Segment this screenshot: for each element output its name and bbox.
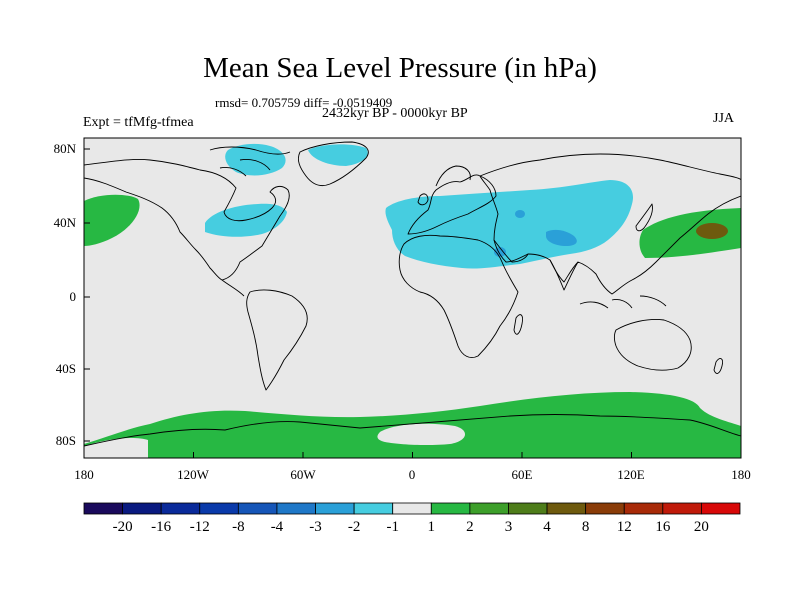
outline-south-america xyxy=(246,289,308,391)
outline-scandinavia xyxy=(435,165,471,187)
colorbar-label: -12 xyxy=(189,519,210,535)
outline-india xyxy=(549,259,579,291)
experiment-label: Expt = tfMfg-tfmea xyxy=(83,115,194,130)
lon-label-60e: 60E xyxy=(511,467,533,482)
axis-ticks xyxy=(83,148,742,458)
colorbar-label: -2 xyxy=(347,519,361,535)
outline-japan xyxy=(635,203,653,232)
anomaly-eurasia-negative xyxy=(385,180,634,269)
colorbar-swatch xyxy=(392,502,432,515)
colorbar-label: -20 xyxy=(112,519,133,535)
lat-label-80s: 80S xyxy=(55,433,76,448)
lon-label-0: 0 xyxy=(408,467,416,482)
anomaly-asia-strong-negative xyxy=(546,229,577,246)
lon-label-120w: 120W xyxy=(177,467,209,482)
outline-antarctica xyxy=(84,414,741,447)
lat-label-40n: 40N xyxy=(53,215,76,230)
outline-central-america xyxy=(221,279,245,297)
anomaly-pacific-west-core xyxy=(696,223,728,239)
outline-arabia xyxy=(493,239,529,263)
outline-north-america xyxy=(84,159,290,281)
outline-greenland xyxy=(297,141,369,187)
map-title: Mean Sea Level Pressure (in hPa) xyxy=(203,52,597,84)
colorbar-swatch xyxy=(623,502,664,515)
colorbar-swatch xyxy=(199,502,239,515)
anomaly-pacific-east-positive xyxy=(84,194,140,246)
colorbar-swatch xyxy=(430,502,471,515)
colorbar-label: 16 xyxy=(655,519,671,535)
colorbar-label: -8 xyxy=(232,519,245,535)
anomaly-pacific-west-positive xyxy=(639,208,741,258)
colorbar-label: -16 xyxy=(151,519,172,535)
lat-label-40s: 40S xyxy=(55,361,76,376)
antarctic-gap-2 xyxy=(84,438,148,458)
antarctic-gap xyxy=(377,423,466,446)
outline-arctic-islands xyxy=(209,146,291,177)
colorbar-swatch xyxy=(585,502,625,515)
outline-uk xyxy=(417,193,429,206)
colorbar-swatch xyxy=(546,502,587,515)
colorbar-swatch xyxy=(353,502,394,515)
colorbar-label: -3 xyxy=(309,519,322,535)
colorbar-label: 20 xyxy=(693,519,709,535)
anomaly-greenland-negative xyxy=(308,144,368,166)
outline-africa xyxy=(398,234,519,358)
colorbar-swatch xyxy=(83,502,123,515)
lon-label-180w: 180 xyxy=(74,467,94,482)
lon-label-180e: 180 xyxy=(731,467,751,482)
lat-label-0: 0 xyxy=(69,289,77,304)
colorbar-swatch xyxy=(662,502,702,515)
period-label: 2432kyr BP - 0000kyr BP xyxy=(322,106,468,121)
colorbar-label: -1 xyxy=(386,519,399,535)
season-label: JJA xyxy=(713,111,735,126)
stats-line: rmsd= 0.705759 diff= -0.0519409 xyxy=(215,95,393,110)
colorbar-swatch xyxy=(508,502,548,515)
outline-madagascar xyxy=(513,314,523,335)
lon-label-60w: 60W xyxy=(290,467,316,482)
outline-asia xyxy=(479,153,741,295)
outline-indonesia xyxy=(579,295,667,309)
colorbar-label: 8 xyxy=(581,519,590,535)
colorbar-swatch xyxy=(469,502,509,515)
colorbar-label: 1 xyxy=(427,519,436,535)
outline-new-zealand xyxy=(713,358,723,374)
colorbar-label: 3 xyxy=(504,519,513,535)
colorbar-swatch xyxy=(276,502,316,515)
colorbar-label: -4 xyxy=(270,519,284,535)
anomaly-caspian-strong xyxy=(515,210,525,218)
lat-label-80n: 80N xyxy=(53,141,76,156)
colorbar-swatch xyxy=(237,502,278,515)
lon-label-120e: 120E xyxy=(617,467,645,482)
outline-australia xyxy=(614,319,692,371)
colorbar-swatch xyxy=(122,502,162,515)
colorbar-swatch xyxy=(160,502,201,515)
colorbar-label: 4 xyxy=(543,519,551,535)
colorbar-label: 2 xyxy=(466,519,474,535)
colorbar-swatch xyxy=(315,502,355,515)
colorbar-swatch xyxy=(701,502,741,515)
anomaly-canada-negative xyxy=(225,143,286,176)
colorbar-label: 12 xyxy=(616,519,632,535)
